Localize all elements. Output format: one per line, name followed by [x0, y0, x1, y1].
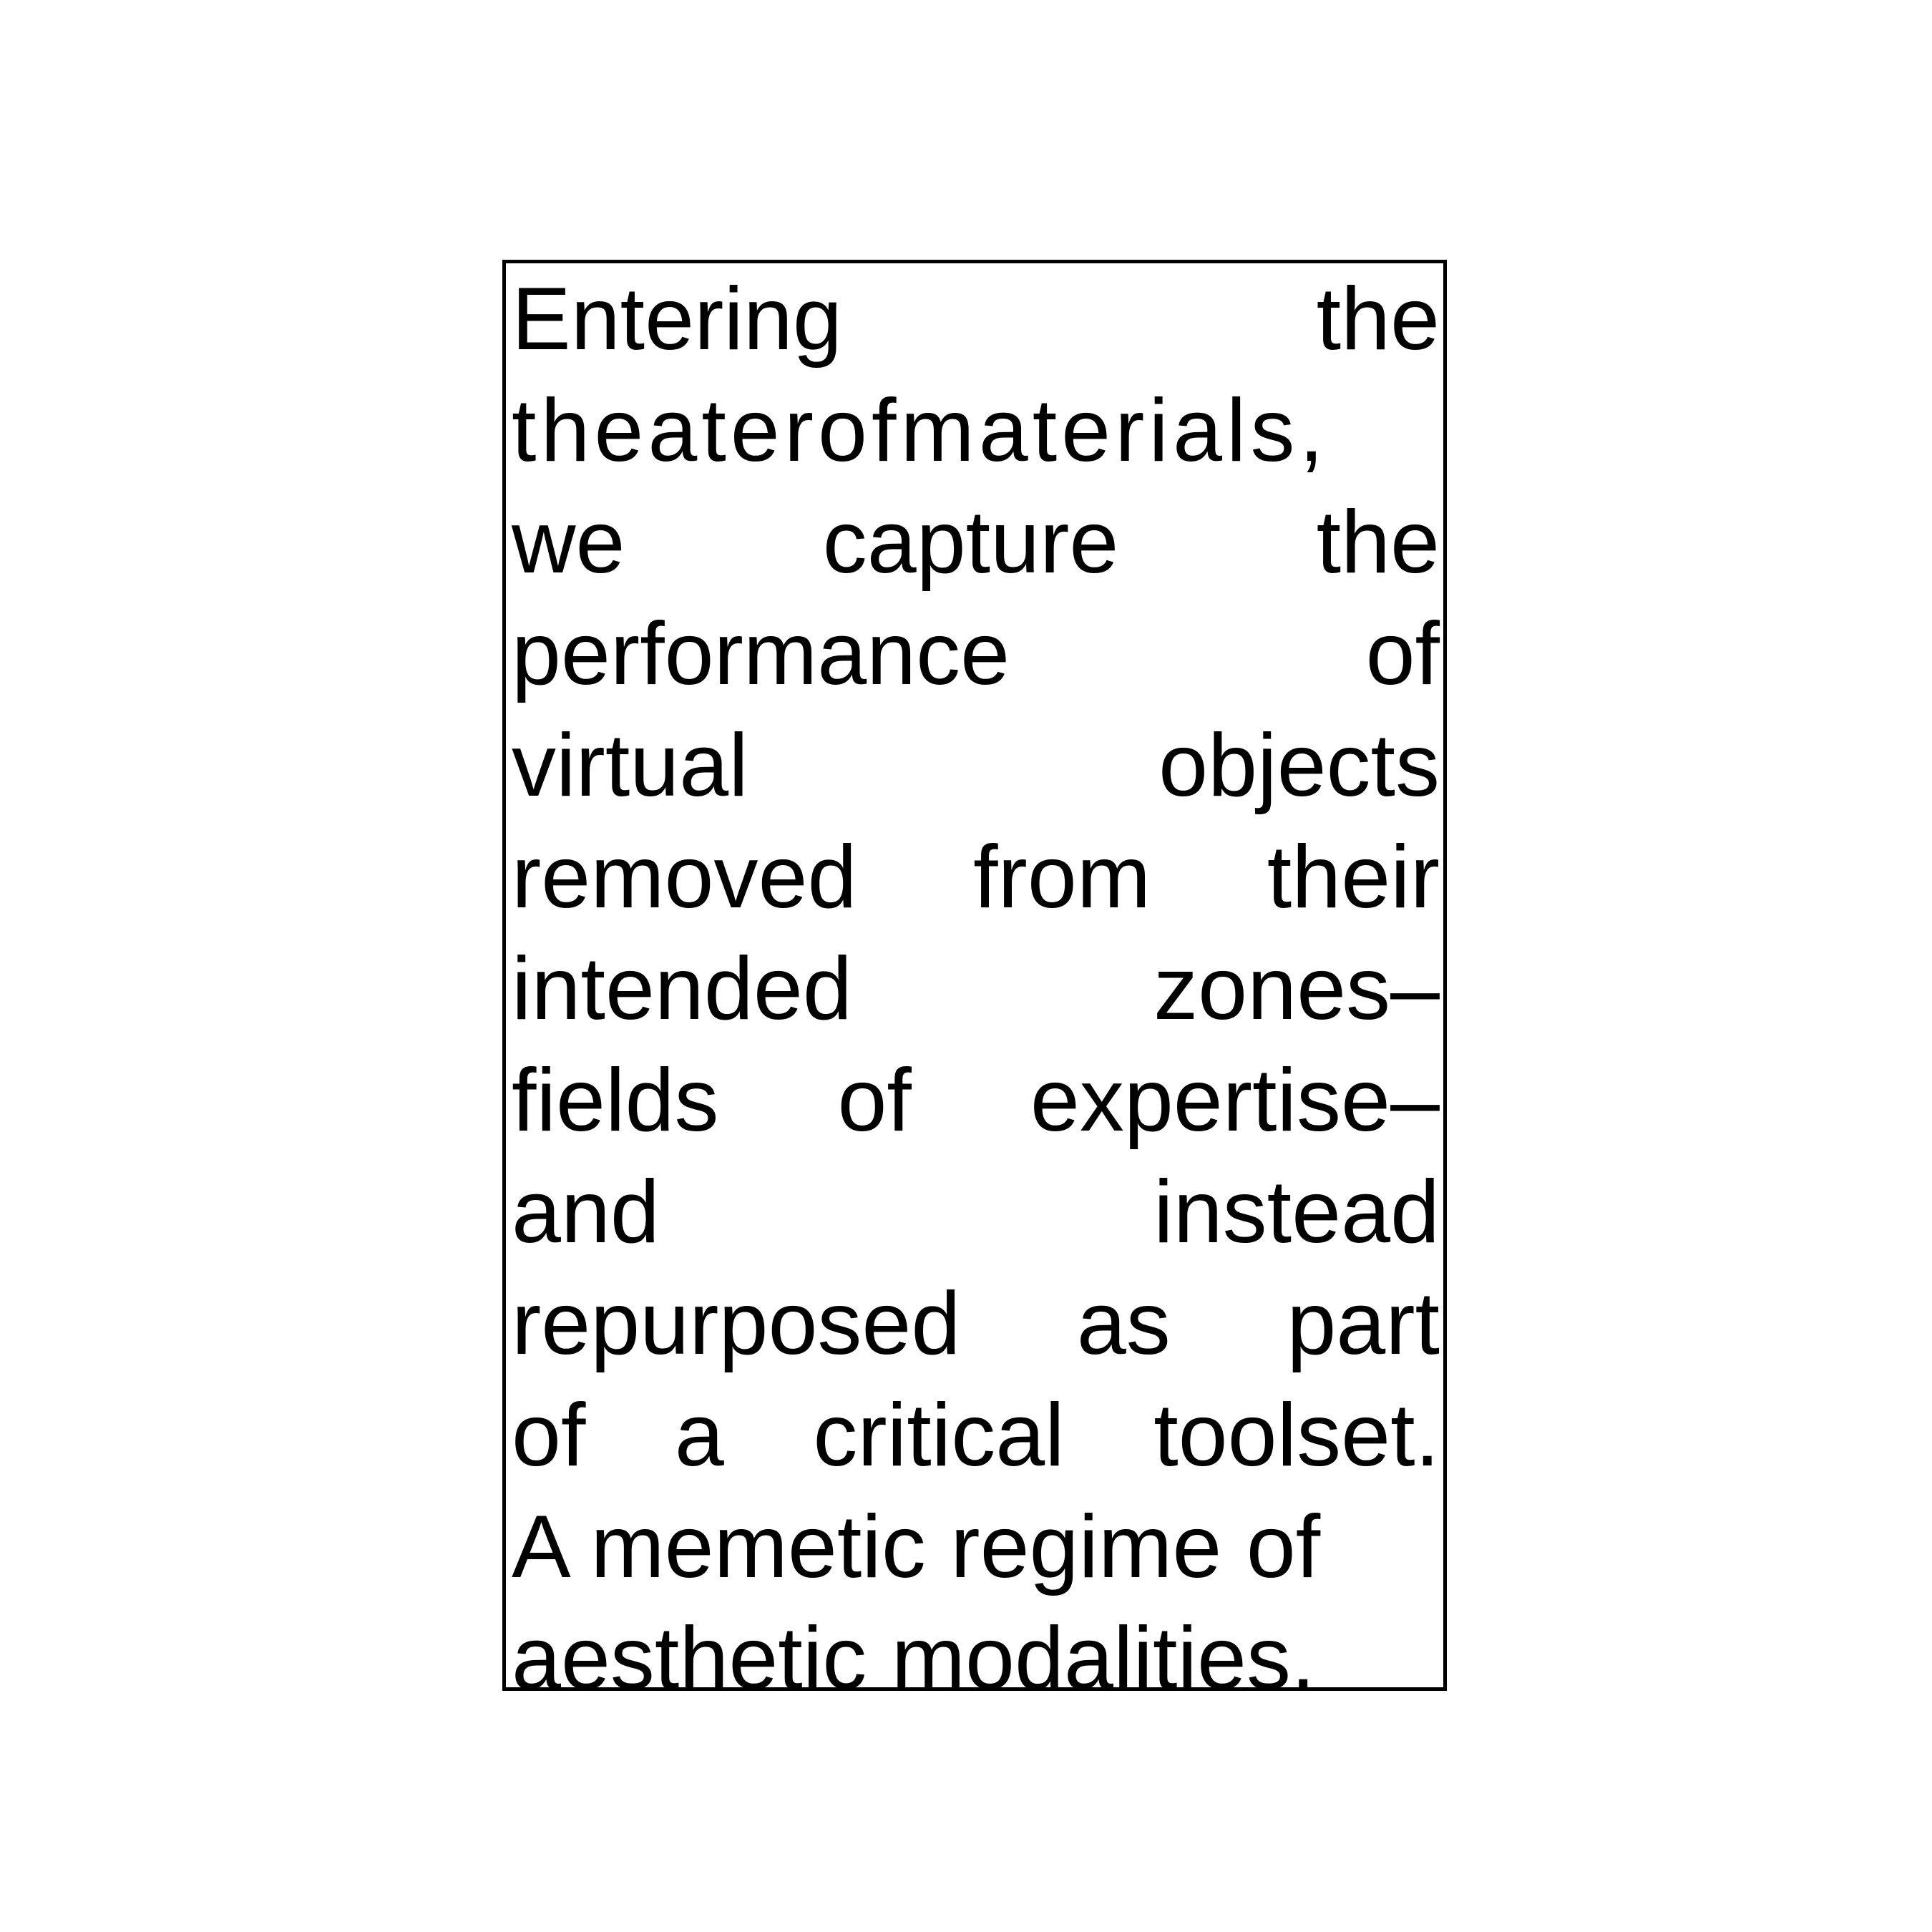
- text-line-12: A memetic regime of: [512, 1491, 1440, 1603]
- word: critical: [813, 1386, 1065, 1485]
- text-line-2: theaterofmaterials,: [512, 375, 1440, 487]
- text-line-9: and instead: [512, 1156, 1440, 1268]
- word: expertise–: [1030, 1051, 1440, 1150]
- word: of: [1365, 605, 1440, 703]
- word: Entering: [512, 270, 842, 369]
- word: fields: [512, 1051, 719, 1150]
- word: part: [1287, 1274, 1440, 1373]
- word: of: [837, 1051, 912, 1150]
- text-line-7: intended zones–: [512, 933, 1440, 1045]
- text-frame: Entering the theaterofmaterials, we capt…: [502, 260, 1447, 1691]
- word: virtual: [512, 716, 748, 815]
- word: and: [512, 1163, 660, 1262]
- word: we: [512, 493, 625, 592]
- text-line-4: performance of: [512, 598, 1440, 710]
- text-line-1: Entering the: [512, 263, 1440, 375]
- word: performance: [512, 605, 1010, 703]
- word: A memetic regime of: [512, 1498, 1321, 1596]
- word: instead: [1153, 1163, 1440, 1262]
- word: their: [1267, 828, 1440, 927]
- word: a: [674, 1386, 724, 1485]
- word: capture: [822, 493, 1119, 592]
- word: zones–: [1153, 940, 1440, 1038]
- word: toolset.: [1153, 1386, 1440, 1485]
- word: repurposed: [512, 1274, 961, 1373]
- word: as: [1076, 1274, 1171, 1373]
- text-line-8: fields of expertise–: [512, 1045, 1440, 1156]
- text-line-11: of a critical toolset.: [512, 1380, 1440, 1491]
- text-line-5: virtual objects: [512, 710, 1440, 821]
- word: intended: [512, 940, 852, 1038]
- word: the: [1316, 270, 1440, 369]
- word: aesthetic modalities.: [512, 1609, 1316, 1691]
- text-line-13: aesthetic modalities.: [512, 1603, 1440, 1691]
- word: removed: [512, 828, 857, 927]
- word: theaterofmaterials,: [512, 381, 1328, 480]
- word: objects: [1158, 716, 1440, 815]
- text-line-3: we capture the: [512, 487, 1440, 598]
- word: from: [973, 828, 1151, 927]
- text-line-10: repurposed as part: [512, 1268, 1440, 1380]
- word: the: [1316, 493, 1440, 592]
- word: of: [512, 1386, 586, 1485]
- text-line-6: removed from their: [512, 821, 1440, 933]
